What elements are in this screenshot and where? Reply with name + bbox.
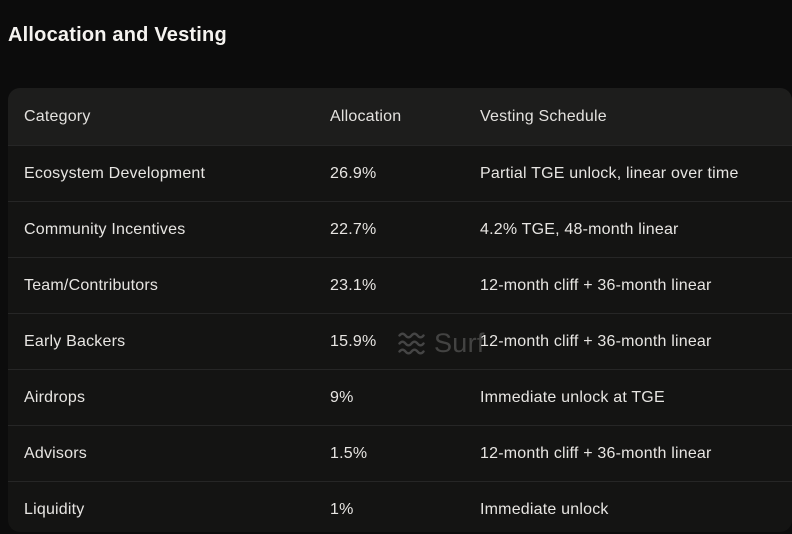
table-row: Ecosystem Development 26.9% Partial TGE … bbox=[8, 146, 792, 202]
table-header-row: Category Allocation Vesting Schedule bbox=[8, 88, 792, 146]
category-cell: Early Backers bbox=[24, 332, 126, 350]
table-row: Early Backers 15.9% 12-month cliff + 36-… bbox=[8, 314, 792, 370]
allocation-cell: 1% bbox=[330, 500, 354, 518]
table-row: Advisors 1.5% 12-month cliff + 36-month … bbox=[8, 426, 792, 482]
allocation-cell: 9% bbox=[330, 388, 354, 406]
table-row: Liquidity 1% Immediate unlock bbox=[8, 482, 792, 532]
allocation-cell: 15.9% bbox=[330, 332, 377, 350]
vesting-cell: 12-month cliff + 36-month linear bbox=[480, 276, 712, 294]
category-cell: Liquidity bbox=[24, 500, 85, 518]
allocation-cell: 22.7% bbox=[330, 220, 377, 238]
header-category: Category bbox=[24, 107, 91, 125]
category-cell: Airdrops bbox=[24, 388, 86, 406]
table-row: Team/Contributors 23.1% 12-month cliff +… bbox=[8, 258, 792, 314]
header-vesting-schedule: Vesting Schedule bbox=[480, 107, 607, 125]
category-cell: Community Incentives bbox=[24, 220, 186, 238]
vesting-cell: Immediate unlock bbox=[480, 500, 609, 518]
vesting-cell: 12-month cliff + 36-month linear bbox=[480, 332, 712, 350]
table-row: Community Incentives 22.7% 4.2% TGE, 48-… bbox=[8, 202, 792, 258]
allocation-cell: 1.5% bbox=[330, 444, 368, 462]
vesting-cell: Immediate unlock at TGE bbox=[480, 388, 665, 406]
allocation-cell: 26.9% bbox=[330, 164, 377, 182]
vesting-cell: 12-month cliff + 36-month linear bbox=[480, 444, 712, 462]
category-cell: Team/Contributors bbox=[24, 276, 159, 294]
table-row: Airdrops 9% Immediate unlock at TGE bbox=[8, 370, 792, 426]
allocation-cell: 23.1% bbox=[330, 276, 377, 294]
vesting-cell: 4.2% TGE, 48-month linear bbox=[480, 220, 679, 238]
category-cell: Ecosystem Development bbox=[24, 164, 206, 182]
category-cell: Advisors bbox=[24, 444, 87, 462]
page-title: Allocation and Vesting bbox=[8, 24, 227, 46]
allocation-vesting-table: Category Allocation Vesting Schedule Eco… bbox=[8, 88, 792, 532]
vesting-cell: Partial TGE unlock, linear over time bbox=[480, 164, 739, 182]
header-allocation: Allocation bbox=[330, 107, 402, 125]
